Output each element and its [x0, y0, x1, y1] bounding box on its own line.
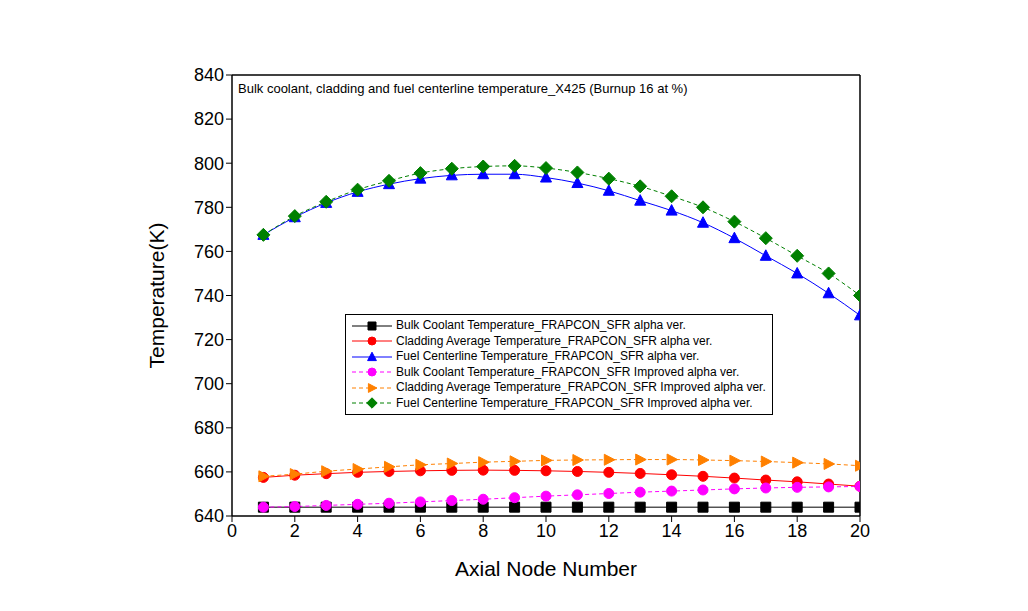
svg-text:Temperature(K): Temperature(K)	[145, 223, 168, 369]
svg-text:6: 6	[415, 521, 425, 541]
html-text:Bulk Coolant Temperature_FRAPC: Bulk Coolant Temperature_FRAPCON_SFR Imp…	[396, 364, 740, 379]
svg-text:14: 14	[662, 521, 682, 541]
svg-text:720: 720	[194, 330, 224, 350]
svg-text:Axial Node Number: Axial Node Number	[455, 557, 637, 580]
svg-text:4: 4	[353, 521, 363, 541]
svg-text:2: 2	[290, 521, 300, 541]
svg-text:16: 16	[724, 521, 744, 541]
html-text:Cladding Average Temperature_F: Cladding Average Temperature_FRAPCON_SFR…	[396, 333, 713, 348]
svg-text:820: 820	[194, 109, 224, 129]
svg-text:10: 10	[536, 521, 556, 541]
html-text:Cladding Average Temperature_F: Cladding Average Temperature_FRAPCON_SFR…	[396, 380, 766, 394]
svg-text:740: 740	[194, 286, 224, 306]
svg-text:20: 20	[850, 521, 870, 541]
svg-text:700: 700	[194, 374, 224, 394]
html-text:Bulk coolant, cladding and fue: Bulk coolant, cladding and fuel centerli…	[238, 81, 688, 96]
svg-text:8: 8	[478, 521, 488, 541]
svg-text:680: 680	[194, 418, 224, 438]
svg-text:760: 760	[194, 242, 224, 262]
svg-text:0: 0	[227, 521, 237, 541]
html-text:Fuel Centerline Temperature_FR: Fuel Centerline Temperature_FRAPCON_SFR …	[396, 395, 753, 410]
svg-text:18: 18	[787, 521, 807, 541]
svg-text:640: 640	[194, 506, 224, 526]
svg-text:840: 840	[194, 65, 224, 85]
svg-text:660: 660	[194, 462, 224, 482]
svg-text:800: 800	[194, 154, 224, 174]
html-text:Bulk Coolant Temperature_FRAPC: Bulk Coolant Temperature_FRAPCON_SFR alp…	[396, 318, 686, 332]
svg-text:12: 12	[599, 521, 619, 541]
svg-text:780: 780	[194, 198, 224, 218]
html-text:Fuel Centerline Temperature_FR: Fuel Centerline Temperature_FRAPCON_SFR …	[396, 349, 700, 363]
